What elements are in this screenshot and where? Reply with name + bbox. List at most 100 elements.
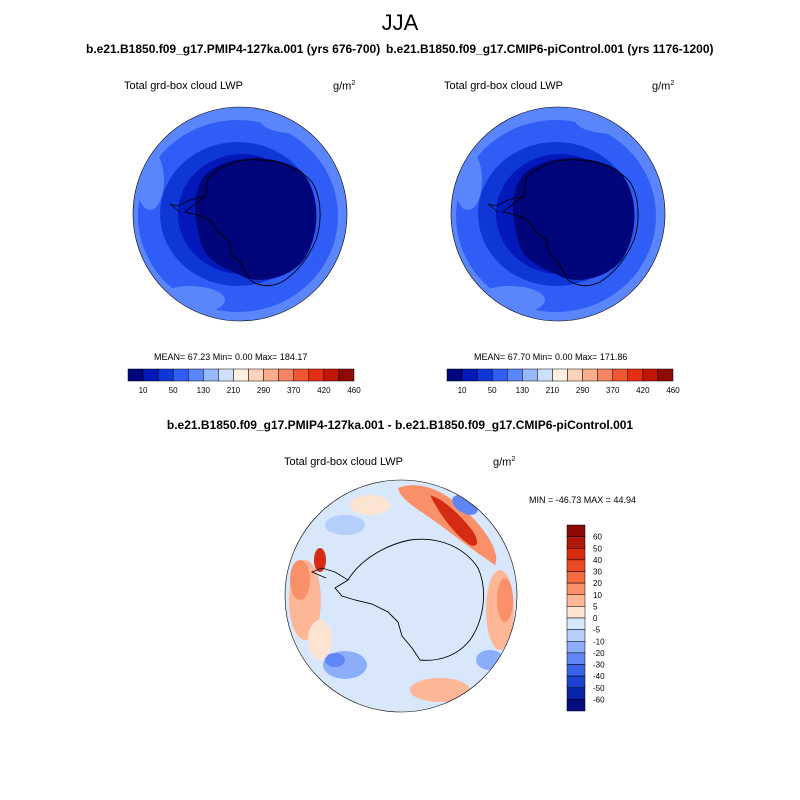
colorbar-right-swatch — [507, 368, 523, 382]
colorbar-right-label: 460 — [666, 386, 680, 395]
colorbar-difference-swatch — [566, 536, 586, 549]
diff-anom-s-orange — [410, 678, 470, 702]
map-right-coastline — [501, 159, 639, 287]
map-right — [451, 107, 665, 321]
diff-anom-ne-red — [430, 495, 478, 546]
map-left-patch-light-3 — [136, 150, 164, 210]
colorbar-right-swatch — [446, 368, 463, 382]
colorbar-difference-label: 40 — [593, 556, 602, 565]
colorbar-left-label: 460 — [347, 386, 361, 395]
colorbar-left-swatch — [308, 368, 325, 382]
colorbar-difference-label: 50 — [593, 544, 602, 553]
colorbar-left-label: 10 — [139, 386, 148, 395]
colorbar-difference-swatch — [566, 699, 586, 712]
colorbar-left-label: 420 — [317, 386, 331, 395]
diff-peninsula — [310, 567, 349, 581]
colorbar-difference-label: -50 — [593, 684, 605, 693]
colorbar-right-label: 290 — [576, 386, 590, 395]
colorbar-left-swatch — [338, 368, 355, 382]
diff-anom-n-pink — [350, 495, 390, 515]
colorbar-difference-swatch — [566, 629, 586, 642]
colorbar-left-swatch — [203, 368, 219, 382]
panel-right-title: b.e21.B1850.f09_g17.CMIP6-piControl.001 … — [386, 42, 714, 56]
colorbar-right: 10 50 130 210 290 370 420 460 — [446, 368, 680, 395]
map-left-patch-light-2 — [155, 286, 225, 314]
colorbar-right-label: 130 — [516, 386, 530, 395]
colorbar-left-label: 370 — [287, 386, 301, 395]
colorbar-right-swatch — [476, 368, 493, 382]
map-left-patch-light — [260, 107, 340, 134]
colorbar-left-swatch — [323, 368, 340, 382]
colorbar-right-swatch — [612, 368, 629, 382]
colorbar-difference-swatch — [566, 559, 586, 572]
colorbar-difference-label: -60 — [593, 695, 605, 704]
colorbar-right-swatch — [642, 368, 659, 382]
colorbar-difference-label: 60 — [593, 533, 602, 542]
colorbar-difference-label: 10 — [593, 591, 602, 600]
colorbar-difference-label: -5 — [593, 626, 601, 635]
colorbar-right-swatch — [461, 368, 478, 382]
colorbar-left-swatch — [142, 368, 159, 382]
map-left-coastline — [183, 159, 321, 287]
diff-anom-east-red — [497, 578, 513, 622]
colorbar-difference-label: -40 — [593, 672, 605, 681]
colorbar-left-swatch — [278, 368, 294, 382]
diff-units: g/m2 — [493, 456, 516, 469]
colorbar-right-swatch — [491, 368, 508, 382]
figure-title: JJA — [381, 10, 419, 35]
panel-right-variable: Total grd-box cloud LWP — [444, 80, 564, 92]
colorbar-difference-swatch — [566, 641, 586, 654]
colorbar-right-label: 10 — [458, 386, 467, 395]
colorbar-left-swatch — [218, 368, 234, 382]
colorbar-right-swatch — [657, 368, 674, 382]
panel-left-title: b.e21.B1850.f09_g17.PMIP4-127ka.001 (yrs… — [86, 42, 381, 56]
colorbar-left-label: 130 — [197, 386, 211, 395]
map-left-core — [195, 158, 317, 280]
colorbar-difference-label: 30 — [593, 568, 602, 577]
map-right-core — [513, 158, 635, 280]
colorbar-left-swatch — [248, 368, 264, 382]
colorbar-difference-label: 5 — [593, 602, 598, 611]
colorbar-right-label: 420 — [636, 386, 650, 395]
colorbar-right-swatch — [627, 368, 644, 382]
colorbar-left-swatch — [188, 368, 204, 382]
colorbar-right-swatch — [522, 368, 538, 382]
diff-variable: Total grd-box cloud LWP — [284, 456, 404, 468]
colorbar-left-swatch — [127, 368, 144, 382]
diff-anom-nw-blue — [325, 515, 365, 535]
colorbar-difference-swatch — [566, 617, 586, 630]
map-right-patch-light-3 — [454, 150, 482, 210]
diff-anom-west-darkred — [314, 548, 326, 572]
map-right-patch-light — [575, 107, 655, 134]
colorbar-difference-label: -30 — [593, 661, 605, 670]
colorbar-left-swatch — [172, 368, 189, 382]
map-right-peninsula — [487, 195, 525, 213]
diff-anom-west-red — [290, 560, 310, 600]
colorbar-right-swatch — [597, 368, 613, 382]
colorbar-left-swatch — [157, 368, 174, 382]
colorbar-difference-swatch — [566, 524, 586, 537]
panel-right-units: g/m2 — [652, 80, 675, 93]
panel-left-units: g/m2 — [333, 80, 356, 93]
colorbar-left: 10 50 130 210 290 370 420 460 — [127, 368, 361, 395]
colorbar-right-swatch — [537, 368, 553, 382]
map-difference — [285, 480, 517, 712]
colorbar-difference-swatch — [566, 582, 586, 595]
colorbar-difference-swatch — [566, 687, 586, 700]
colorbar-difference-swatch — [566, 675, 586, 688]
colorbar-difference-swatch — [566, 571, 586, 584]
colorbar-difference-swatch — [566, 548, 586, 561]
colorbar-left-swatch — [233, 368, 249, 382]
diff-anom-sw-pink — [308, 620, 332, 660]
colorbar-difference-label: 0 — [593, 614, 598, 623]
colorbar-left-swatch — [293, 368, 310, 382]
colorbar-right-swatch — [552, 368, 568, 382]
colorbar-difference-label: -10 — [593, 637, 605, 646]
colorbar-right-label: 210 — [546, 386, 560, 395]
colorbar-right-swatch — [582, 368, 598, 382]
diff-anom-e-blue — [476, 650, 504, 670]
colorbar-left-label: 210 — [227, 386, 241, 395]
map-left-peninsula — [169, 195, 207, 213]
